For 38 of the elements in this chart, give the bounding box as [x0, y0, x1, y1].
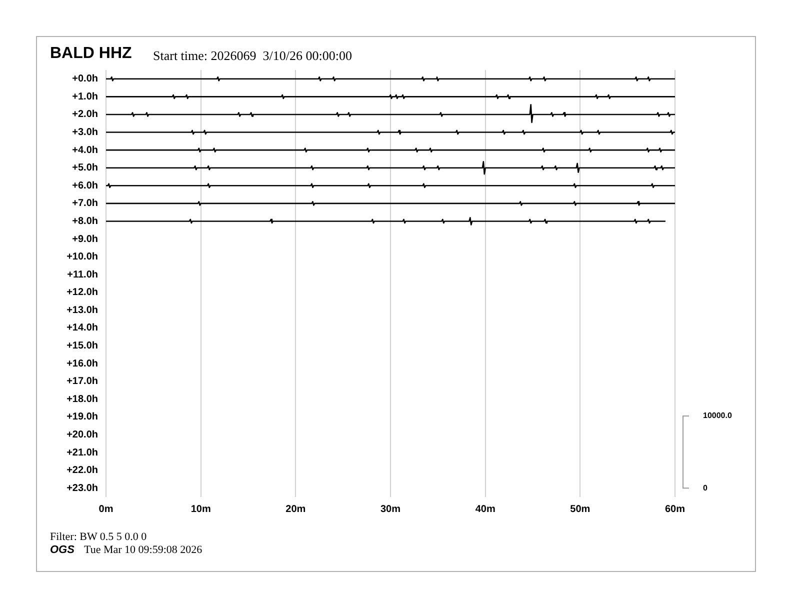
- x-tick-label: 50m: [570, 504, 590, 515]
- y-tick-label: +14.0h: [66, 322, 98, 334]
- y-tick-label: +3.0h: [72, 127, 98, 138]
- y2-tick-label: 0: [703, 483, 708, 492]
- y-tick-label: +16.0h: [66, 358, 98, 370]
- y-tick-label: +17.0h: [66, 376, 98, 388]
- y-tick-label: +1.0h: [72, 91, 98, 102]
- text: OGS: [50, 544, 74, 556]
- y-tick-label: +5.0h: [72, 162, 98, 174]
- y-tick-label: +0.0h: [72, 74, 98, 85]
- x-tick-label: 10m: [190, 504, 211, 515]
- y-tick-label: +8.0h: [72, 216, 98, 227]
- chart-title: BALD HHZ: [50, 45, 132, 63]
- y-tick-label: +4.0h: [72, 144, 98, 156]
- x-tick-label: 0m: [98, 504, 114, 515]
- y-tick-label: +2.0h: [72, 109, 98, 120]
- y-tick-label: +13.0h: [66, 304, 98, 316]
- text: Tue Mar 10 09:59:08 2026: [84, 544, 202, 556]
- y-tick-label: +21.0h: [66, 447, 98, 458]
- y-tick-label: +19.0h: [66, 412, 98, 423]
- y-tick-label: +23.0h: [66, 482, 98, 494]
- x-tick-label: 20m: [286, 504, 306, 515]
- chart-subtitle: Start time: 2026069 3/10/26 00:00:00: [153, 48, 352, 64]
- x-tick-label: 60m: [664, 504, 686, 515]
- y-tick-label: +11.0h: [67, 269, 98, 280]
- y2-tick-label: 10000.0: [703, 411, 732, 420]
- x-tick-label: 30m: [380, 504, 401, 515]
- y-tick-label: +9.0h: [72, 234, 98, 245]
- x-tick-label: 40m: [475, 504, 496, 515]
- y-tick-label: +22.0h: [66, 465, 98, 476]
- y-tick-label: +18.0h: [66, 394, 98, 405]
- y-tick-label: +6.0h: [72, 180, 98, 192]
- y-tick-label: +20.0h: [66, 429, 98, 440]
- y-tick-label: +15.0h: [66, 340, 98, 352]
- y-tick-label: +7.0h: [72, 198, 98, 210]
- y-tick-label: +12.0h: [66, 287, 98, 298]
- y-tick-label: +10.0h: [66, 252, 98, 263]
- text: Filter: BW 0.5 5 0.0 0: [50, 531, 147, 543]
